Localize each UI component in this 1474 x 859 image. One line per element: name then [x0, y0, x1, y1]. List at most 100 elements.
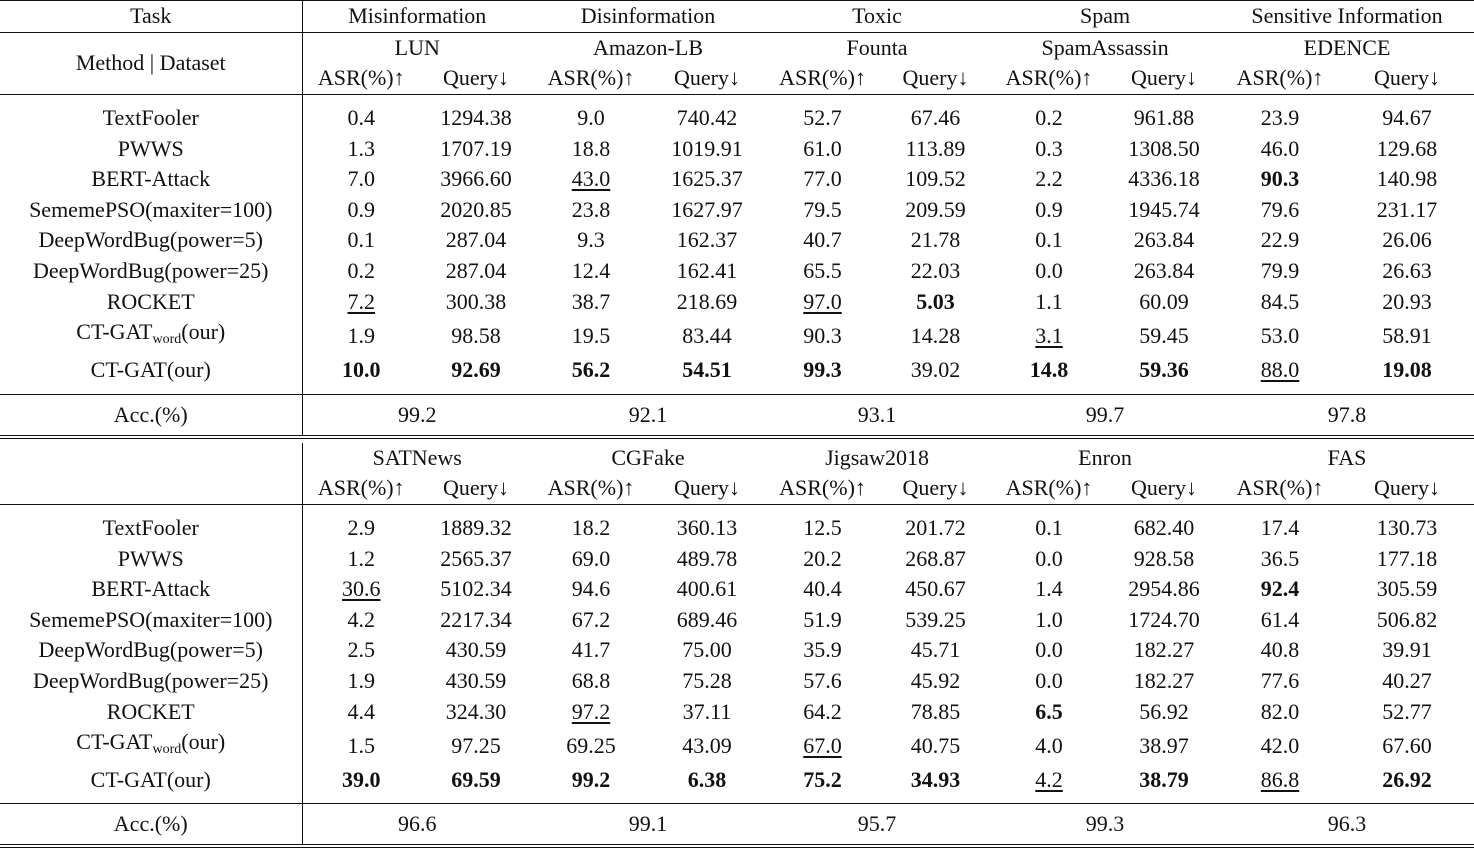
cell-value: 94.6 — [571, 576, 611, 602]
asr-value: 10.0 — [302, 355, 420, 386]
query-header: Query↓ — [902, 65, 969, 91]
asr-value: 42.0 — [1220, 727, 1340, 765]
query-value: 78.85 — [881, 696, 990, 727]
cell-value: 360.13 — [676, 515, 738, 541]
query-value: 59.45 — [1108, 317, 1220, 355]
cell-value: 12.5 — [803, 515, 842, 541]
cell-value: 268.87 — [905, 545, 966, 571]
table-row: CT-GATword(our) 1.9 98.58 19.5 83.44 90.3 14.2… — [0, 316, 1474, 355]
asr-header: ASR(%)↑ — [779, 65, 866, 91]
query-value: 113.89 — [881, 133, 990, 164]
spacer — [302, 386, 420, 395]
spacer — [1340, 795, 1474, 804]
table-row: DeepWordBug(power=5) 2.5 430.59 41.7 75.00 35… — [0, 635, 1474, 666]
cell-value: 20.2 — [803, 545, 842, 571]
cell-value: 1.1 — [1035, 288, 1063, 314]
spacer — [1340, 93, 1474, 103]
task-header-row: Task Misinformation Disinformation Toxic Spa… — [0, 0, 1474, 33]
query-value: 21.78 — [881, 225, 990, 256]
cell-value: 75.00 — [682, 637, 732, 663]
spacer — [0, 385, 303, 395]
query-value: 489.78 — [650, 543, 764, 574]
asr-value: 17.4 — [1220, 513, 1340, 544]
cell-value: 52.77 — [1382, 698, 1432, 724]
cell-value: 79.6 — [1260, 196, 1300, 222]
cell-value: 489.78 — [676, 545, 738, 571]
method-name: CT-GAT(our) — [0, 354, 303, 386]
cell-value: 53.0 — [1260, 322, 1300, 348]
cell-value: 2217.34 — [440, 606, 512, 632]
dataset-name: Amazon-LB — [593, 34, 703, 60]
accuracy-label: Acc.(%) — [0, 803, 303, 849]
method-label: BERT-Attack — [91, 576, 211, 602]
spacer — [532, 795, 650, 804]
asr-value: 39.0 — [302, 765, 420, 796]
accuracy-row: Acc.(%) 96.6 99.1 95.7 99.3 96.3 — [0, 803, 1474, 849]
query-value: 34.93 — [881, 765, 990, 796]
query-value: 305.59 — [1340, 574, 1474, 605]
asr-value: 1.9 — [302, 317, 420, 355]
spacer — [650, 795, 764, 804]
cell-value: 39.91 — [1382, 637, 1432, 663]
table-row: TextFooler 2.9 1889.32 18.2 360.13 12.5 201.72… — [0, 512, 1474, 544]
method-label: CT-GAT — [76, 728, 153, 754]
spacer — [1108, 386, 1220, 395]
asr-value: 4.2 — [302, 605, 420, 636]
cell-value: 218.69 — [676, 288, 738, 314]
cell-value: 1.9 — [347, 322, 376, 348]
cell-value: 17.4 — [1260, 515, 1300, 541]
accuracy-value: 99.1 — [532, 803, 765, 849]
cell-value: 39.0 — [342, 767, 381, 793]
query-value: 75.00 — [650, 635, 764, 666]
asr-value: 97.2 — [532, 696, 650, 727]
query-value: 94.67 — [1340, 103, 1474, 134]
cell-value: 59.36 — [1139, 357, 1189, 383]
query-value: 39.91 — [1340, 635, 1474, 666]
query-value: 40.27 — [1340, 666, 1474, 697]
cell-value: 209.59 — [905, 196, 966, 222]
cell-value: 4.0 — [1035, 732, 1063, 758]
asr-value: 90.3 — [1220, 164, 1340, 195]
query-value: 740.42 — [650, 103, 764, 134]
cell-value: 0.1 — [1035, 515, 1063, 541]
spacer — [0, 93, 303, 103]
query-value: 6.38 — [650, 765, 764, 796]
method-label: DeepWordBug(power=25) — [33, 258, 269, 284]
cell-value: 1945.74 — [1128, 196, 1200, 222]
asr-value: 0.2 — [990, 103, 1108, 134]
asr-header: ASR(%)↑ — [547, 65, 635, 91]
asr-value: 22.9 — [1220, 225, 1340, 256]
asr-value: 14.8 — [990, 355, 1108, 386]
query-header: Query↓ — [674, 475, 740, 501]
asr-value: 67.0 — [764, 727, 881, 765]
cell-value: 1294.38 — [440, 105, 512, 131]
cell-value: 22.03 — [910, 258, 961, 284]
asr-value: 23.8 — [532, 195, 650, 226]
query-value: 4336.18 — [1108, 164, 1220, 195]
method-subscript: word — [152, 741, 182, 757]
cell-value: 51.9 — [803, 606, 842, 632]
query-value: 1625.37 — [650, 164, 764, 195]
cell-value: 287.04 — [445, 258, 507, 284]
cell-value: 1724.70 — [1128, 606, 1200, 632]
cell-value: 2954.86 — [1128, 576, 1200, 602]
cell-value: 35.9 — [803, 637, 842, 663]
cell-value: 1625.37 — [671, 166, 743, 192]
cell-value: 23.8 — [571, 196, 611, 222]
query-header: Query↓ — [443, 475, 509, 501]
query-header: Query↓ — [443, 65, 509, 91]
asr-value: 36.5 — [1220, 543, 1340, 574]
cell-value: 78.85 — [910, 698, 961, 724]
accuracy-label: Acc.(%) — [0, 393, 303, 437]
method-label: CT-GAT(our) — [90, 357, 211, 383]
query-value: 1019.91 — [650, 133, 764, 164]
cell-value: 75.2 — [803, 767, 842, 793]
cell-value: 79.9 — [1260, 258, 1300, 284]
query-value: 67.60 — [1340, 727, 1474, 765]
task-name: Disinformation — [532, 0, 765, 33]
query-value: 506.82 — [1340, 605, 1474, 636]
query-value: 1627.97 — [650, 195, 764, 226]
asr-value: 1.3 — [302, 133, 420, 164]
cell-value: 21.78 — [910, 227, 961, 253]
